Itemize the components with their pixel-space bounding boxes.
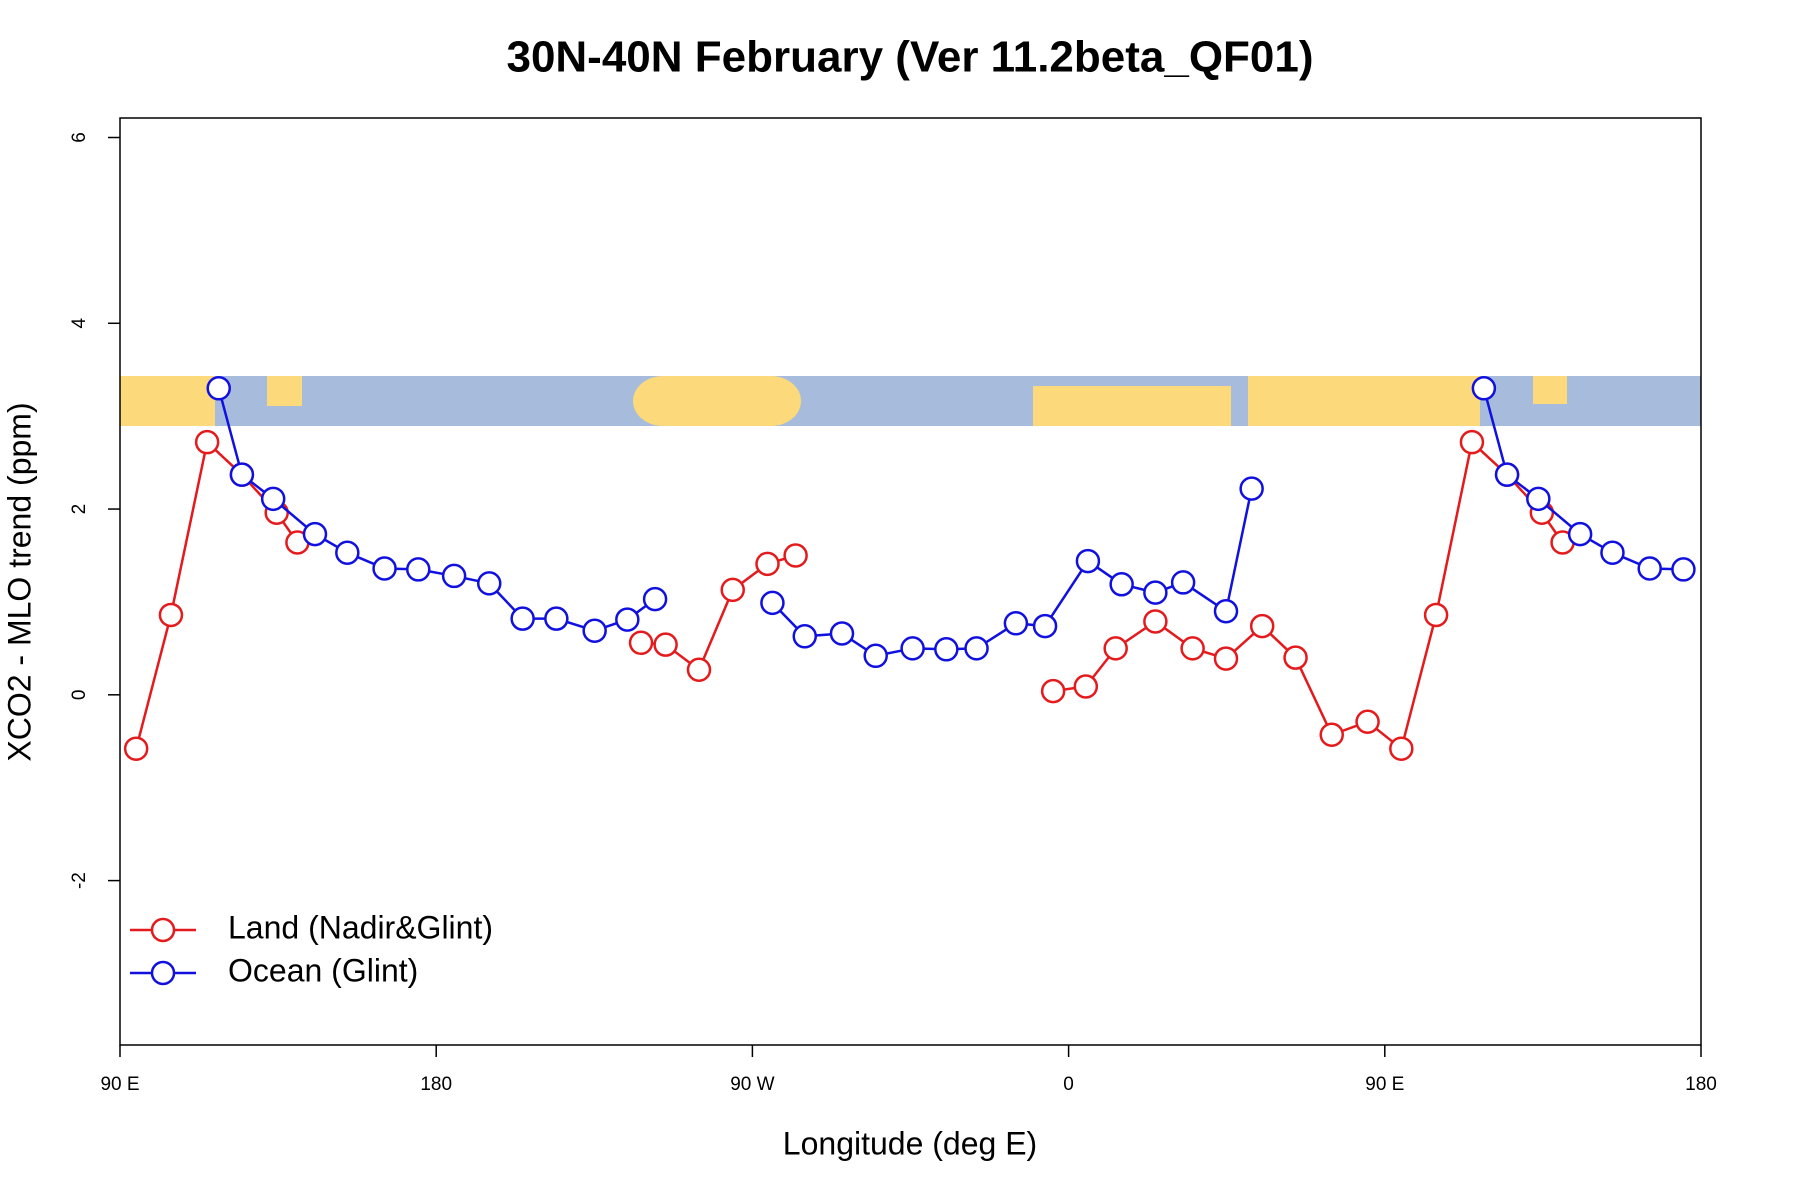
data-point [510, 606, 535, 631]
data-point [302, 521, 328, 547]
data-point [544, 606, 569, 631]
data-point [615, 607, 640, 632]
data-point [829, 621, 855, 646]
y-axis-label: XCO2 - MLO trend (ppm) [1, 402, 37, 761]
y-tick-label: 6 [69, 132, 90, 143]
data-point [441, 563, 467, 589]
map-strip [120, 376, 1701, 426]
data-point [934, 637, 959, 662]
data-point [1671, 557, 1696, 582]
data-point [406, 557, 431, 582]
y-tick-label: 0 [69, 690, 90, 701]
data-point [1213, 646, 1239, 671]
data-point [1355, 709, 1380, 735]
data-point [1389, 736, 1414, 761]
land-area [633, 376, 801, 426]
data-point [1459, 429, 1485, 455]
data-point [1032, 613, 1058, 639]
data-point [477, 571, 502, 596]
x-tick-label: 0 [1063, 1074, 1074, 1095]
x-axis-label: Longitude (deg E) [783, 1125, 1037, 1161]
data-point [1003, 611, 1029, 636]
data-point [123, 736, 149, 761]
legend-marker [150, 917, 176, 943]
land-area [120, 376, 215, 426]
series-line [217, 387, 1684, 658]
data-point [755, 551, 780, 577]
data-point [1040, 678, 1066, 704]
data-point [194, 429, 220, 455]
land-area [1033, 386, 1231, 426]
data-point [1109, 572, 1134, 597]
plot-box [119, 117, 1702, 1046]
data-point [760, 590, 785, 616]
data-point [720, 577, 745, 603]
data-point [783, 543, 808, 568]
x-tick-label: 180 [1685, 1074, 1717, 1095]
data-point [229, 462, 255, 487]
data-point [1319, 722, 1344, 748]
y-tick-label: 2 [69, 504, 90, 515]
data-point [1180, 636, 1205, 661]
y-tick-label: -2 [69, 872, 90, 889]
data-point [792, 624, 817, 649]
data-point [1567, 521, 1593, 547]
data-point [1249, 613, 1275, 639]
data-point [1471, 376, 1497, 401]
land-area [267, 376, 302, 406]
data-point [686, 657, 712, 682]
x-tick-label: 180 [420, 1074, 452, 1095]
data-point [1526, 486, 1551, 512]
x-tick-label: 90 E [1365, 1074, 1404, 1095]
data-point [1637, 556, 1662, 581]
land-area [1533, 376, 1567, 404]
chart-title: 30N-40N February (Ver 11.2beta_QF01) [506, 33, 1313, 82]
data-point [158, 602, 184, 628]
data-point [1283, 645, 1308, 670]
data-point [1423, 602, 1449, 628]
data-point [628, 630, 654, 656]
data-point [1143, 609, 1168, 634]
data-point [1600, 540, 1625, 565]
land-area [1248, 376, 1480, 426]
data-point [863, 643, 888, 669]
data-point [900, 636, 925, 661]
data-point [1494, 462, 1520, 487]
data-point [582, 618, 607, 643]
data-point [1073, 674, 1099, 699]
data-point [206, 376, 231, 401]
series-line [134, 439, 1564, 751]
data-point [1239, 476, 1264, 501]
data-point [260, 486, 286, 512]
data-point [1075, 548, 1101, 574]
x-tick-label: 90 W [730, 1074, 774, 1095]
data-point [335, 540, 360, 565]
data-point [653, 632, 678, 657]
data-point [642, 586, 668, 612]
legend-label: Ocean (Glint) [228, 952, 418, 988]
data-point [1170, 570, 1196, 595]
data-point [1103, 636, 1128, 661]
data-point [1143, 580, 1168, 605]
data-point [1213, 598, 1239, 624]
data-point [372, 556, 397, 581]
y-tick-label: 4 [69, 318, 90, 329]
legend-label: Land (Nadir&Glint) [228, 909, 493, 945]
x-tick-label: 90 E [100, 1074, 139, 1095]
legend-marker [150, 960, 176, 986]
data-point [964, 636, 989, 661]
